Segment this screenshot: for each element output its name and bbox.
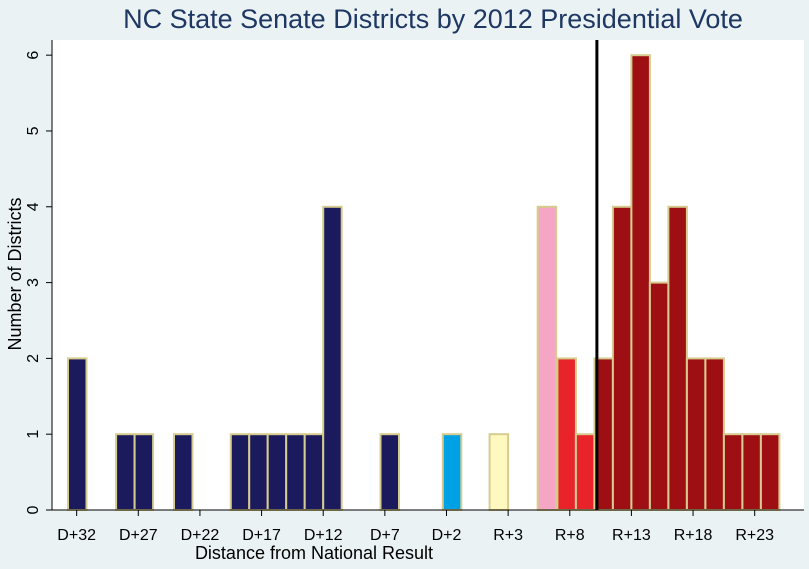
x-tick-label-1: D+27 bbox=[119, 527, 158, 544]
x-tick-label-4: D+12 bbox=[304, 527, 343, 544]
bar-22 bbox=[704, 357, 725, 511]
bar-8 bbox=[303, 433, 325, 512]
x-tick-label-8: R+8 bbox=[555, 527, 585, 544]
bars-group bbox=[67, 54, 781, 512]
x-tick-label-2: D+22 bbox=[181, 527, 220, 544]
x-tick-label-3: D+17 bbox=[242, 527, 281, 544]
y-tick-label-3: 3 bbox=[25, 278, 42, 287]
y-tick-label-6: 6 bbox=[25, 51, 42, 60]
x-tick-label-0: D+32 bbox=[57, 527, 96, 544]
bar-7 bbox=[285, 433, 306, 512]
bar-25 bbox=[759, 433, 781, 512]
bar-5 bbox=[248, 433, 269, 512]
bar-20 bbox=[667, 205, 688, 512]
bar-10 bbox=[379, 433, 400, 512]
bar-14 bbox=[556, 357, 577, 511]
bar-1 bbox=[115, 433, 136, 512]
bar-18 bbox=[630, 54, 651, 511]
bar-13 bbox=[536, 205, 558, 512]
y-axis-title: Number of Districts bbox=[5, 197, 25, 350]
bar-17 bbox=[611, 205, 633, 512]
y-tick-label-2: 2 bbox=[25, 354, 42, 363]
x-axis-title: Distance from National Result bbox=[195, 543, 433, 563]
bar-9 bbox=[322, 205, 343, 512]
y-tick-label-0: 0 bbox=[25, 505, 42, 514]
bar-12 bbox=[488, 433, 510, 512]
x-tick-label-6: D+2 bbox=[432, 527, 462, 544]
bar-21 bbox=[685, 357, 707, 511]
x-tick-label-5: D+7 bbox=[370, 527, 400, 544]
x-tick-label-9: R+13 bbox=[612, 527, 651, 544]
x-ticks-group: D+32 D+27 D+22 D+17 D+12 D+7 D+2 R+3 R+8 R+13 R+18… bbox=[57, 510, 774, 544]
y-tick-label-4: 4 bbox=[25, 202, 42, 211]
bar-2 bbox=[133, 433, 155, 512]
bar-23 bbox=[722, 433, 744, 512]
bar-4 bbox=[229, 433, 251, 512]
x-tick-label-11: R+23 bbox=[735, 527, 774, 544]
x-tick-label-10: R+18 bbox=[674, 527, 713, 544]
y-tick-label-5: 5 bbox=[25, 126, 42, 135]
bar-19 bbox=[648, 281, 670, 511]
bar-6 bbox=[266, 433, 288, 512]
bar-0 bbox=[67, 357, 88, 511]
chart-title: NC State Senate Districts by 2012 Presid… bbox=[123, 4, 743, 34]
bar-3 bbox=[173, 433, 194, 512]
x-tick-label-7: R+3 bbox=[493, 527, 523, 544]
y-tick-label-1: 1 bbox=[25, 430, 42, 439]
bar-15 bbox=[574, 433, 596, 512]
bar-11 bbox=[441, 433, 463, 512]
y-ticks-group: 0 1 2 3 4 5 6 bbox=[25, 51, 52, 514]
bar-24 bbox=[741, 433, 762, 512]
